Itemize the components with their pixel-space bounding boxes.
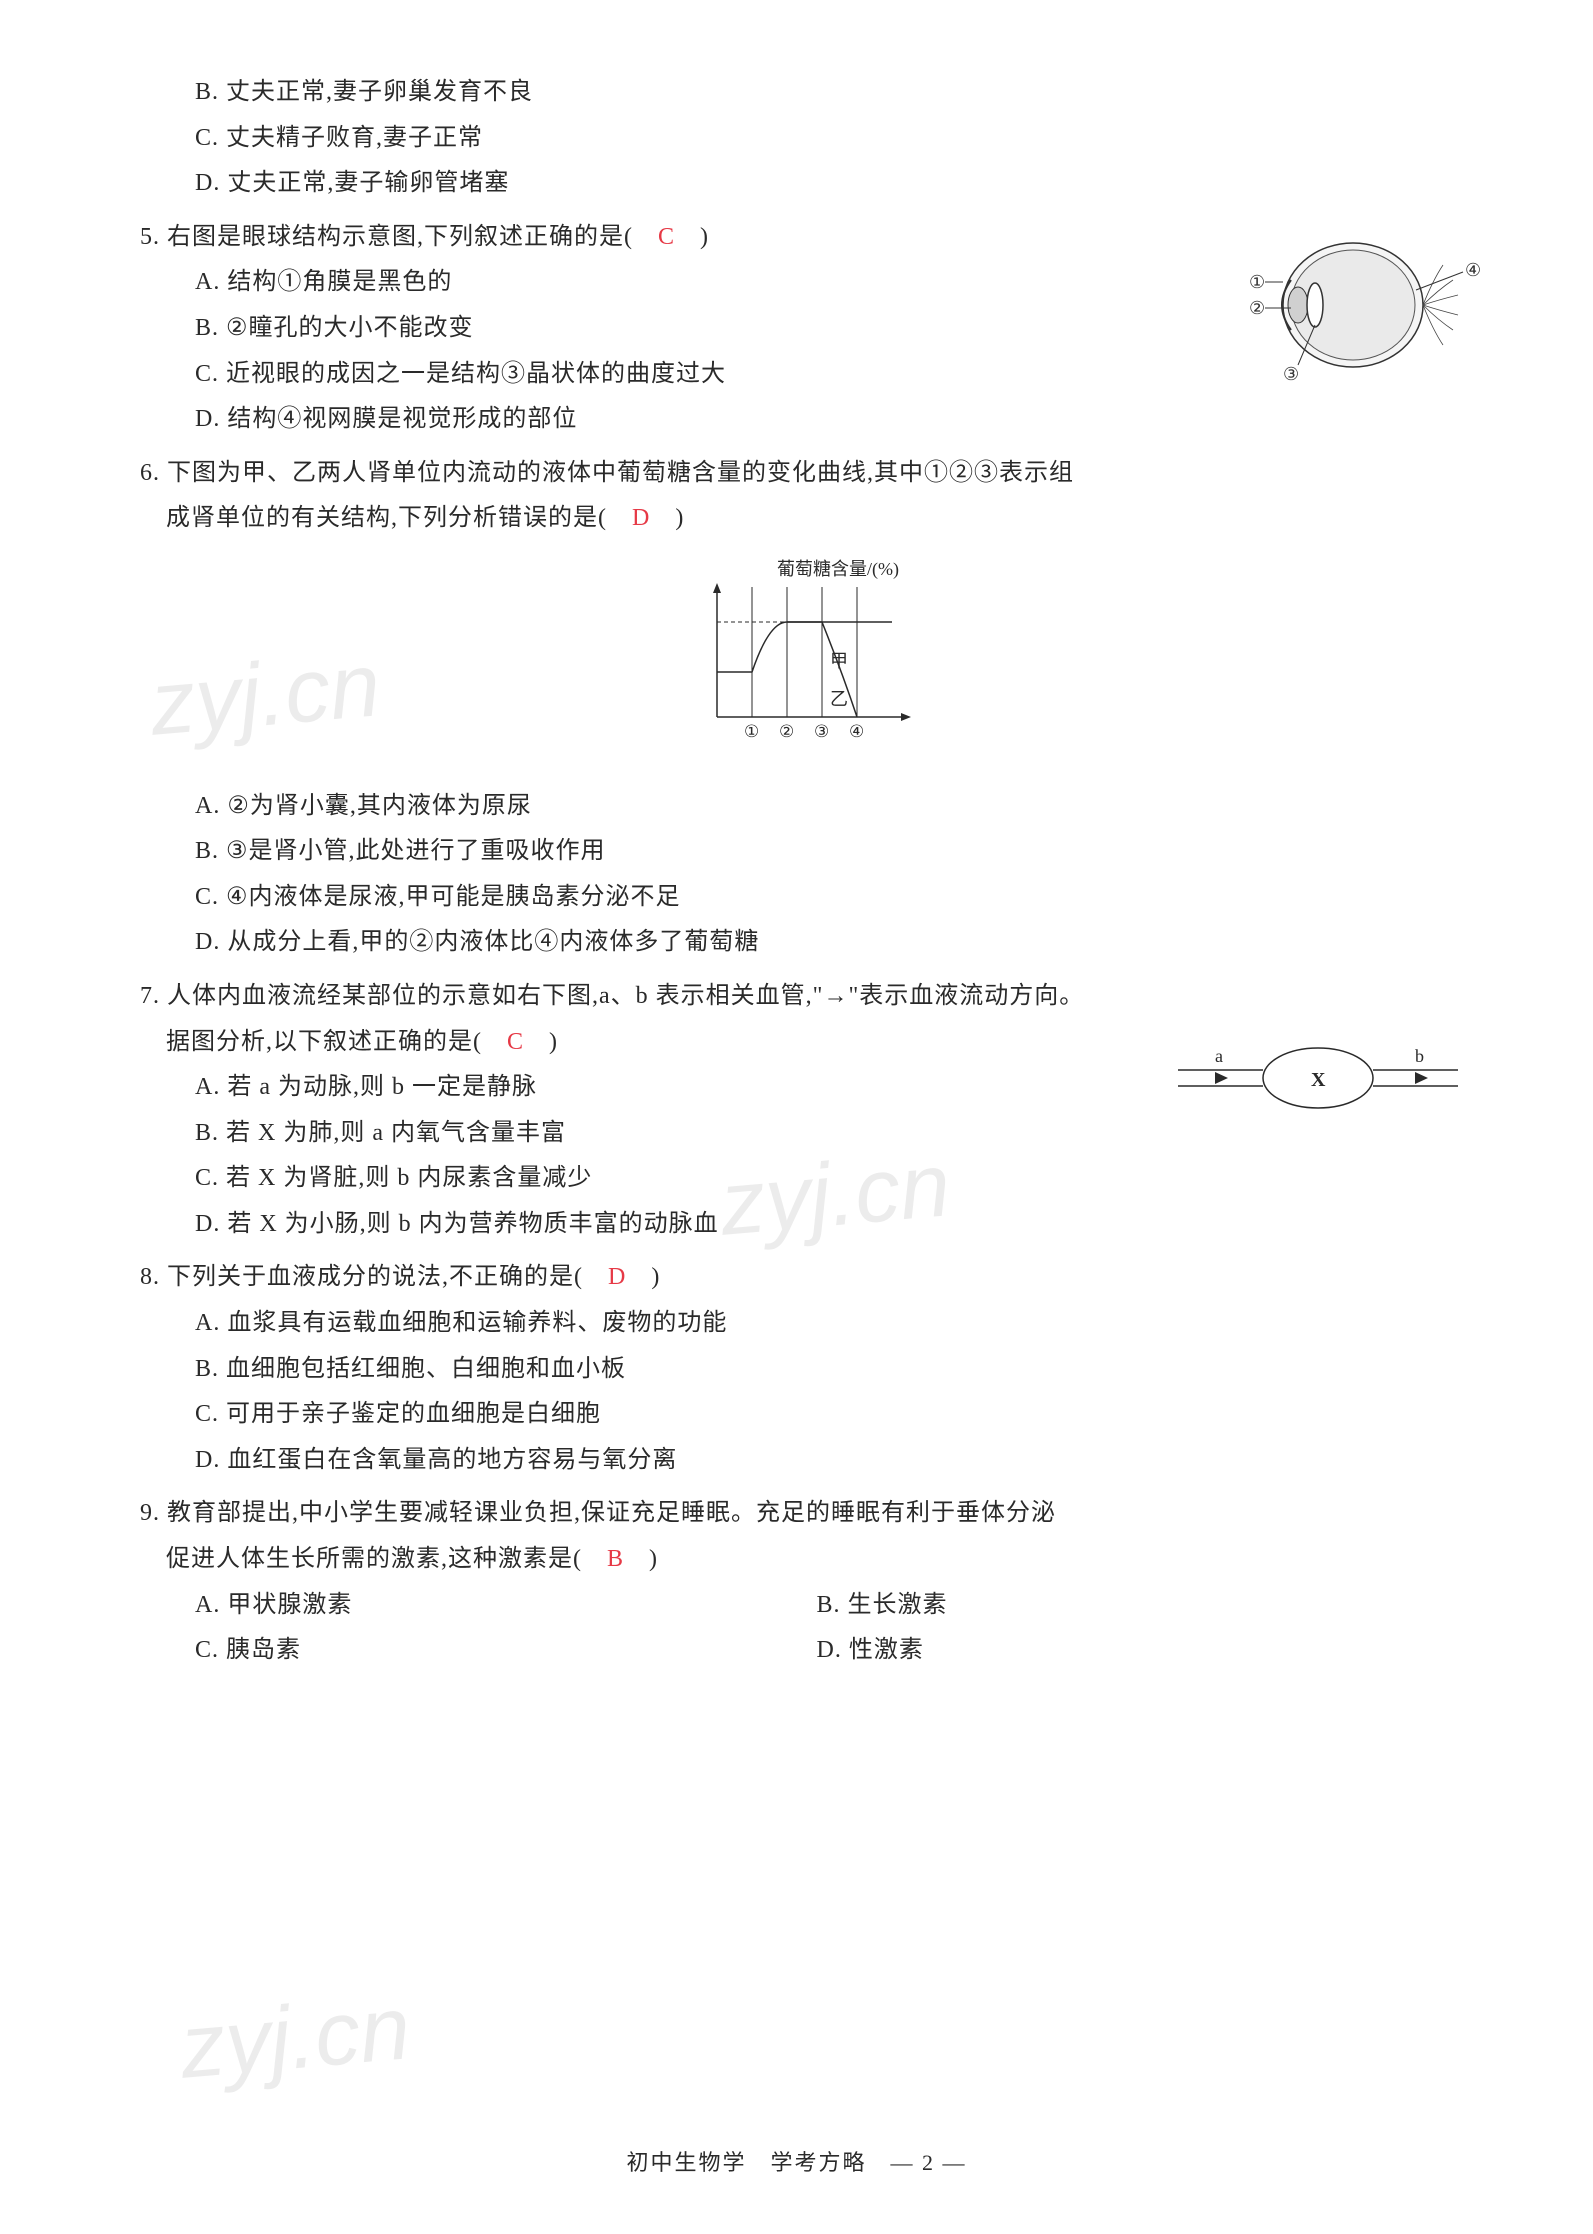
label-yi: 乙 [830,689,848,709]
options-previous: B. 丈夫正常,妻子卵巢发育不良 C. 丈夫精子败育,妻子正常 D. 丈夫正常,… [110,70,1483,207]
eye-diagram: ① ② ③ ④ [1213,220,1493,407]
label-4: ④ [1465,260,1481,280]
question-9-stem2: 促进人体生长所需的激素,这种激素是( B ) [110,1537,1483,1583]
label-jia: 甲 [830,651,848,671]
answer: D [608,1264,626,1290]
option-c: C. 胰岛素 [110,1628,797,1674]
option-a: A. ②为肾小囊,其内液体为原尿 [110,784,1483,830]
question-6-stem1: 6. 下图为甲、乙两人肾单位内流动的液体中葡萄糖含量的变化曲线,其中①②③表示组 [110,451,1483,497]
option-c: C. ④内液体是尿液,甲可能是胰岛素分泌不足 [110,875,1483,921]
stem-text: 据图分析,以下叙述正确的是( [166,1029,507,1055]
label-a: a [1215,1046,1223,1066]
stem-end: ) [524,1029,558,1055]
vessel-diagram: a X b [1173,1034,1463,1141]
question-7-stem1: 7. 人体内血液流经某部位的示意如右下图,a、b 表示相关血管,"→"表示血液流… [110,974,1483,1020]
question-6: 6. 下图为甲、乙两人肾单位内流动的液体中葡萄糖含量的变化曲线,其中①②③表示组… [110,451,1483,966]
svg-text:①: ① [744,722,759,741]
answer: D [632,505,650,531]
label-1: ① [1249,272,1265,292]
option-b: B. ③是肾小管,此处进行了重吸收作用 [110,829,1483,875]
option-d: D. 血红蛋白在含氧量高的地方容易与氧分离 [110,1438,1483,1484]
option-c: C. 丈夫精子败育,妻子正常 [110,116,1483,162]
question-7: 7. 人体内血液流经某部位的示意如右下图,a、b 表示相关血管,"→"表示血液流… [110,974,1483,1248]
question-9: 9. 教育部提出,中小学生要减轻课业负担,保证充足睡眠。充足的睡眠有利于垂体分泌… [110,1491,1483,1673]
option-b: B. 血细胞包括红细胞、白细胞和血小板 [110,1347,1483,1393]
option-d: D. 性激素 [797,1628,1484,1674]
stem-text: 5. 右图是眼球结构示意图,下列叙述正确的是( [140,224,658,250]
page-footer: 初中生物学 学考方略 — 2 — [0,2142,1593,2184]
stem-end: ) [626,1264,660,1290]
answer: C [658,224,675,250]
label-b: b [1415,1046,1424,1066]
option-d: D. 若 X 为小肠,则 b 内为营养物质丰富的动脉血 [110,1202,1483,1248]
option-d: D. 从成分上看,甲的②内液体比④内液体多了葡萄糖 [110,920,1483,966]
svg-text:④: ④ [849,722,864,741]
label-2: ② [1249,298,1265,318]
stem-end: ) [624,1546,658,1572]
option-b: B. 丈夫正常,妻子卵巢发育不良 [110,70,1483,116]
option-c: C. 可用于亲子鉴定的血细胞是白细胞 [110,1392,1483,1438]
option-c: C. 若 X 为肾脏,则 b 内尿素含量减少 [110,1156,1483,1202]
ylabel: 葡萄糖含量/(%) [777,559,899,580]
question-8: 8. 下列关于血液成分的说法,不正确的是( D ) A. 血浆具有运载血细胞和运… [110,1255,1483,1483]
option-d: D. 丈夫正常,妻子输卵管堵塞 [110,161,1483,207]
option-b: B. 生长激素 [797,1583,1484,1629]
stem-end: ) [675,224,709,250]
option-a: A. 血浆具有运载血细胞和运输养料、废物的功能 [110,1301,1483,1347]
answer: B [607,1546,624,1572]
option-a: A. 甲状腺激素 [110,1583,797,1629]
question-5: 5. 右图是眼球结构示意图,下列叙述正确的是( C ) A. 结构①角膜是黑色的… [110,215,1483,443]
question-6-stem2: 成肾单位的有关结构,下列分析错误的是( D ) [110,496,1483,542]
label-x: X [1311,1069,1326,1091]
glucose-chart: 葡萄糖含量/(%) 甲 乙 ① ② ③ ④ [110,557,1483,774]
stem-end: ) [650,505,684,531]
answer: C [507,1029,524,1055]
svg-text:③: ③ [814,722,829,741]
stem-text: 成肾单位的有关结构,下列分析错误的是( [166,505,632,531]
svg-text:②: ② [779,722,794,741]
question-8-stem: 8. 下列关于血液成分的说法,不正确的是( D ) [110,1255,1483,1301]
label-3: ③ [1283,364,1299,384]
stem-text: 8. 下列关于血液成分的说法,不正确的是( [140,1264,608,1290]
question-9-stem1: 9. 教育部提出,中小学生要减轻课业负担,保证充足睡眠。充足的睡眠有利于垂体分泌 [110,1491,1483,1537]
watermark: zyj.cn [173,1943,417,2133]
stem-text: 促进人体生长所需的激素,这种激素是( [166,1546,607,1572]
